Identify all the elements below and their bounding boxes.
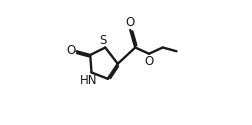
Text: O: O — [125, 16, 134, 29]
Text: HN: HN — [79, 74, 97, 86]
Text: S: S — [99, 34, 107, 46]
Text: O: O — [144, 55, 153, 68]
Text: O: O — [67, 44, 76, 57]
